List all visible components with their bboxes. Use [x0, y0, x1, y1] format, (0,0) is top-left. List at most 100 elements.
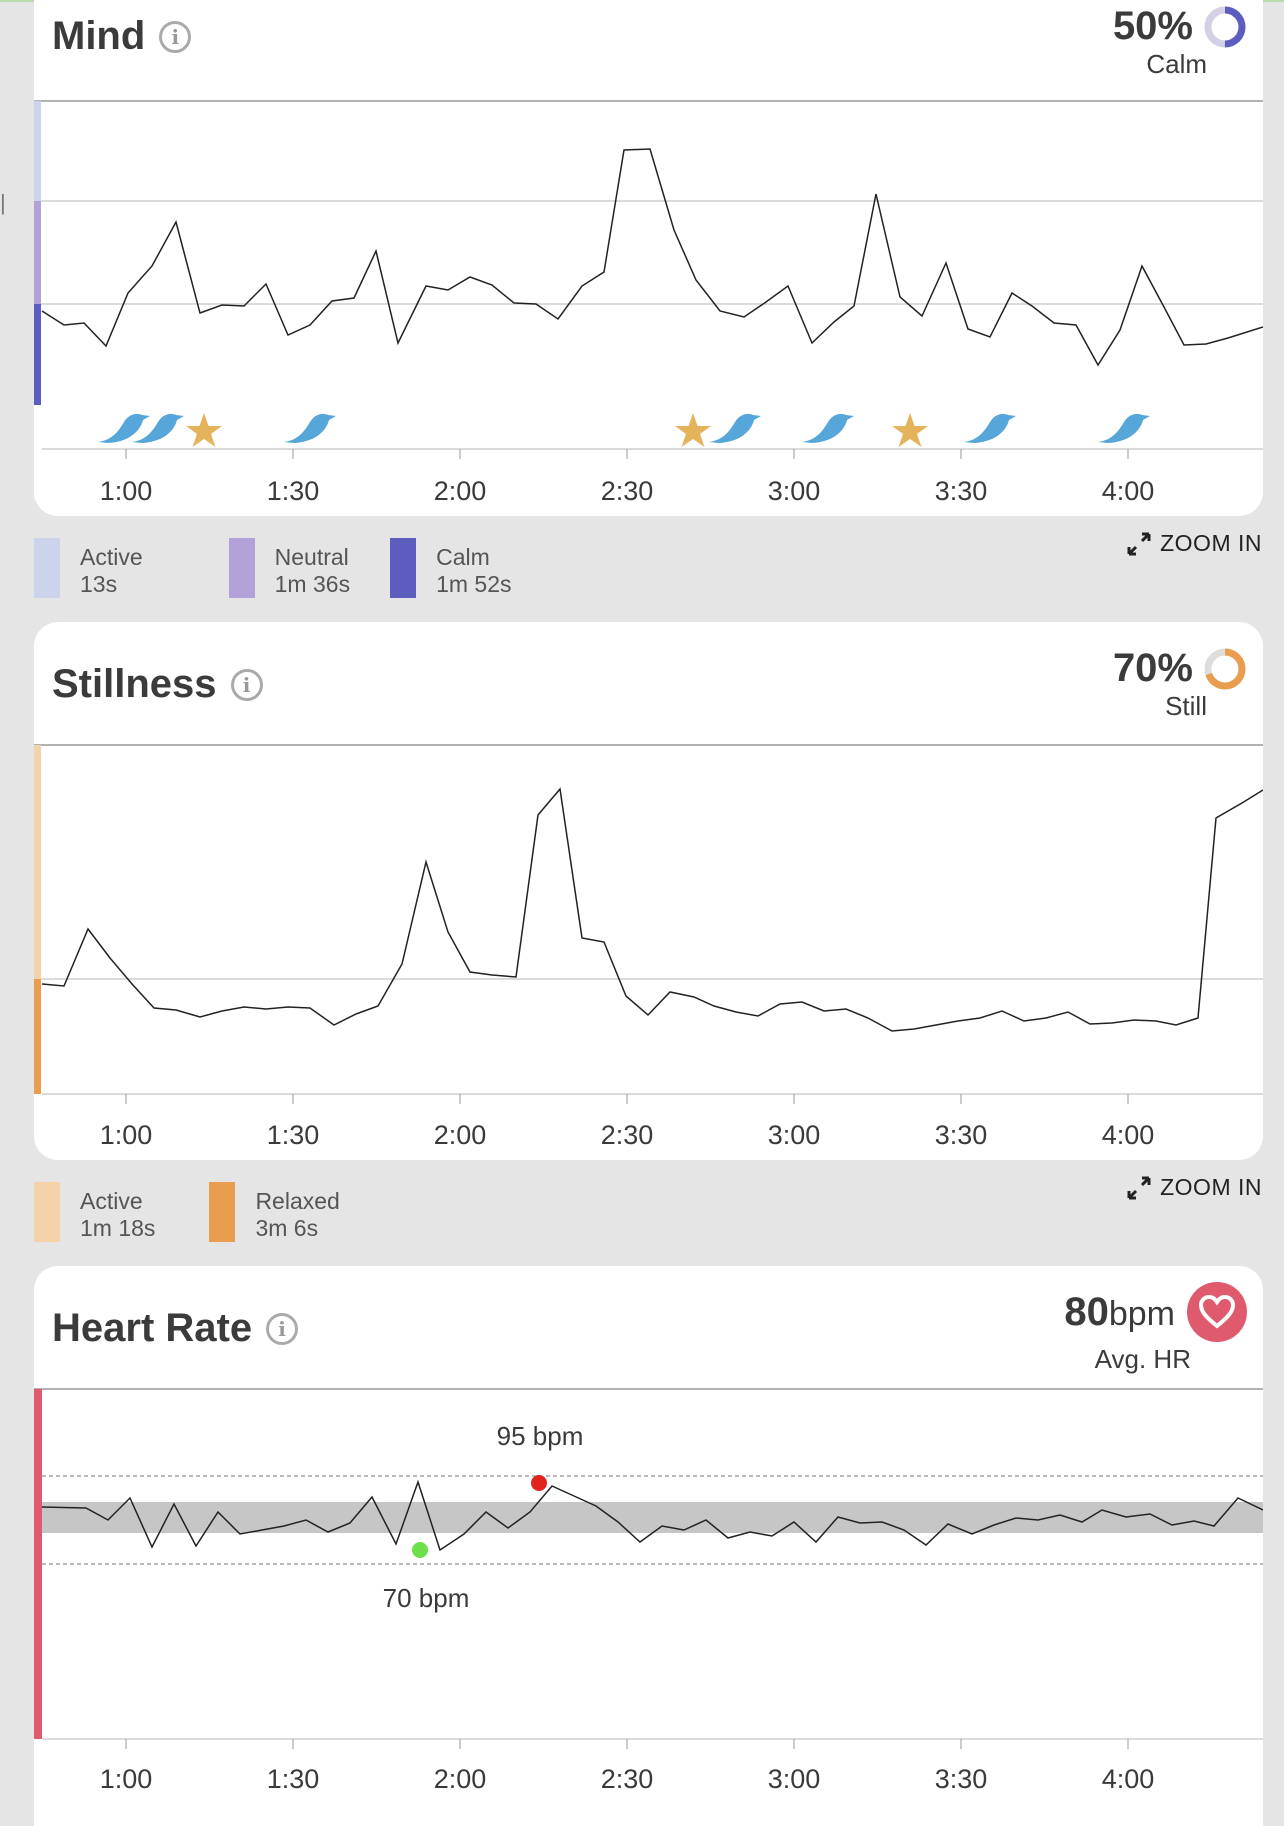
legend-duration: 1m 18s [80, 1215, 156, 1241]
stillness-title: Stillness [52, 662, 217, 706]
bird-marker-icon [284, 413, 336, 443]
x-tick-label: 1:30 [267, 476, 320, 506]
avg-hr-label: Avg. HR [1094, 1344, 1191, 1374]
legend-duration: 13s [80, 571, 118, 597]
legend-label: Active [80, 544, 143, 570]
stillness-card: Stillness i 70% Still 1:00 1:30 [34, 622, 1263, 1160]
x-tick-label: 2:30 [601, 1120, 654, 1150]
calm-donut-icon [1204, 6, 1246, 47]
bird-marker-icon [709, 413, 761, 443]
x-tick-label: 1:00 [100, 1764, 153, 1794]
bird-marker-icon [98, 413, 150, 443]
mind-x-axis: 1:00 1:30 2:00 2:30 3:00 3:30 4:00 [100, 449, 1155, 506]
min-hr-label: 70 bpm [383, 1583, 470, 1613]
x-tick-label: 2:00 [434, 1764, 487, 1794]
x-tick-label: 1:30 [267, 1120, 320, 1150]
legend-item-active: Active 1m 18s [34, 1182, 155, 1242]
stillness-x-axis: 1:00 1:30 2:00 2:30 3:00 3:30 4:00 [100, 1094, 1155, 1150]
bird-marker-icon [132, 413, 184, 443]
stillness-score-value: 70% [1112, 646, 1193, 690]
info-icon[interactable]: i [266, 1312, 299, 1345]
mind-title: Mind [52, 14, 146, 58]
legend-label: Relaxed [255, 1188, 340, 1214]
neutral-band [34, 201, 41, 304]
legend-duration: 3m 6s [255, 1215, 319, 1241]
calm-band [34, 304, 41, 405]
mind-card: Mind i 50% Calm [34, 0, 1263, 516]
legend-item-neutral: Neutral 1m 36s [228, 538, 351, 598]
x-tick-label: 4:00 [1102, 1120, 1155, 1150]
expand-icon [1127, 532, 1151, 555]
x-tick-label: 1:00 [100, 476, 153, 506]
mind-score: 50% Calm [1113, 4, 1247, 80]
heart-rate-title: Heart Rate [52, 1306, 253, 1350]
mind-zoom-button[interactable]: ZOOM IN [1126, 530, 1262, 557]
stillness-title-row: Stillness i [52, 662, 263, 707]
mind-legend: Active 13s Neutral 1m 36s Calm 1m 52s [34, 538, 552, 598]
x-tick-label: 2:30 [601, 1764, 654, 1794]
x-tick-label: 2:30 [601, 476, 654, 506]
bird-marker-icon [1098, 413, 1150, 443]
heart-rate-title-row: Heart Rate i [52, 1306, 299, 1351]
stillness-zoom-button[interactable]: ZOOM IN [1126, 1174, 1262, 1201]
x-tick-label: 2:00 [434, 476, 487, 506]
active-band [34, 101, 41, 201]
stillness-legend: Active 1m 18s Relaxed 3m 6s [34, 1182, 380, 1242]
mind-score-value: 50% [1112, 4, 1193, 48]
legend-duration: 1m 52s [436, 571, 512, 597]
star-marker-icon [892, 413, 928, 447]
stillness-score: 70% Still [1113, 646, 1247, 722]
mind-title-row: Mind i [52, 14, 192, 59]
bird-marker-icon [964, 413, 1016, 443]
star-marker-icon [186, 413, 222, 447]
edge-artifact: | [0, 190, 6, 215]
info-icon[interactable]: i [159, 20, 192, 53]
bird-marker-icon [802, 413, 854, 443]
legend-label: Neutral [274, 544, 349, 570]
mind-markers [98, 413, 1150, 447]
max-hr-point [531, 1475, 547, 1491]
legend-swatch [209, 1182, 236, 1242]
x-tick-label: 4:00 [1102, 476, 1155, 506]
legend-swatch [390, 538, 417, 598]
min-hr-point [412, 1542, 428, 1558]
active-band [34, 745, 41, 979]
legend-swatch [34, 538, 60, 598]
expand-icon [1127, 1176, 1151, 1199]
max-hr-label: 95 bpm [497, 1421, 584, 1451]
heart-icon [1187, 1282, 1247, 1342]
still-donut-icon [1204, 648, 1246, 689]
heart-rate-chart: 95 bpm 70 bpm 1:00 1:30 2:00 2:30 3:00 3… [34, 1388, 1263, 1794]
x-tick-label: 3:00 [768, 1120, 821, 1150]
legend-swatch [34, 1182, 60, 1242]
heart-rate-x-axis: 1:00 1:30 2:00 2:30 3:00 3:30 4:00 [100, 1739, 1155, 1794]
x-tick-label: 1:00 [100, 1120, 153, 1150]
legend-item-calm: Calm 1m 52s [390, 538, 512, 598]
legend-label: Calm [436, 544, 490, 570]
heart-band [34, 1389, 42, 1739]
x-tick-label: 4:00 [1102, 1764, 1155, 1794]
x-tick-label: 3:00 [768, 476, 821, 506]
zoom-label: ZOOM IN [1160, 1174, 1262, 1200]
avg-hr-value: 80 [1064, 1289, 1109, 1334]
legend-duration: 1m 36s [274, 571, 351, 597]
avg-hr-unit: bpm [1108, 1294, 1175, 1333]
zoom-label: ZOOM IN [1160, 530, 1262, 556]
star-marker-icon [675, 413, 711, 447]
x-tick-label: 3:30 [935, 1764, 988, 1794]
x-tick-label: 3:00 [768, 1764, 821, 1794]
x-tick-label: 3:30 [935, 476, 988, 506]
legend-item-active: Active 13s [34, 538, 143, 598]
legend-label: Active [80, 1188, 143, 1214]
x-tick-label: 3:30 [935, 1120, 988, 1150]
legend-swatch [228, 538, 255, 598]
heart-rate-score: 80bpm Avg. HR [1064, 1282, 1247, 1375]
heart-rate-card: Heart Rate i 80bpm Avg. HR 95 bpm 70 bpm [34, 1266, 1263, 1826]
normal-range-band [42, 1502, 1263, 1533]
relaxed-band [34, 979, 41, 1094]
x-tick-label: 1:30 [267, 1764, 320, 1794]
stillness-score-label: Still [1165, 691, 1207, 721]
info-icon[interactable]: i [230, 668, 263, 701]
x-tick-label: 2:00 [434, 1120, 487, 1150]
mind-score-label: Calm [1146, 49, 1207, 79]
